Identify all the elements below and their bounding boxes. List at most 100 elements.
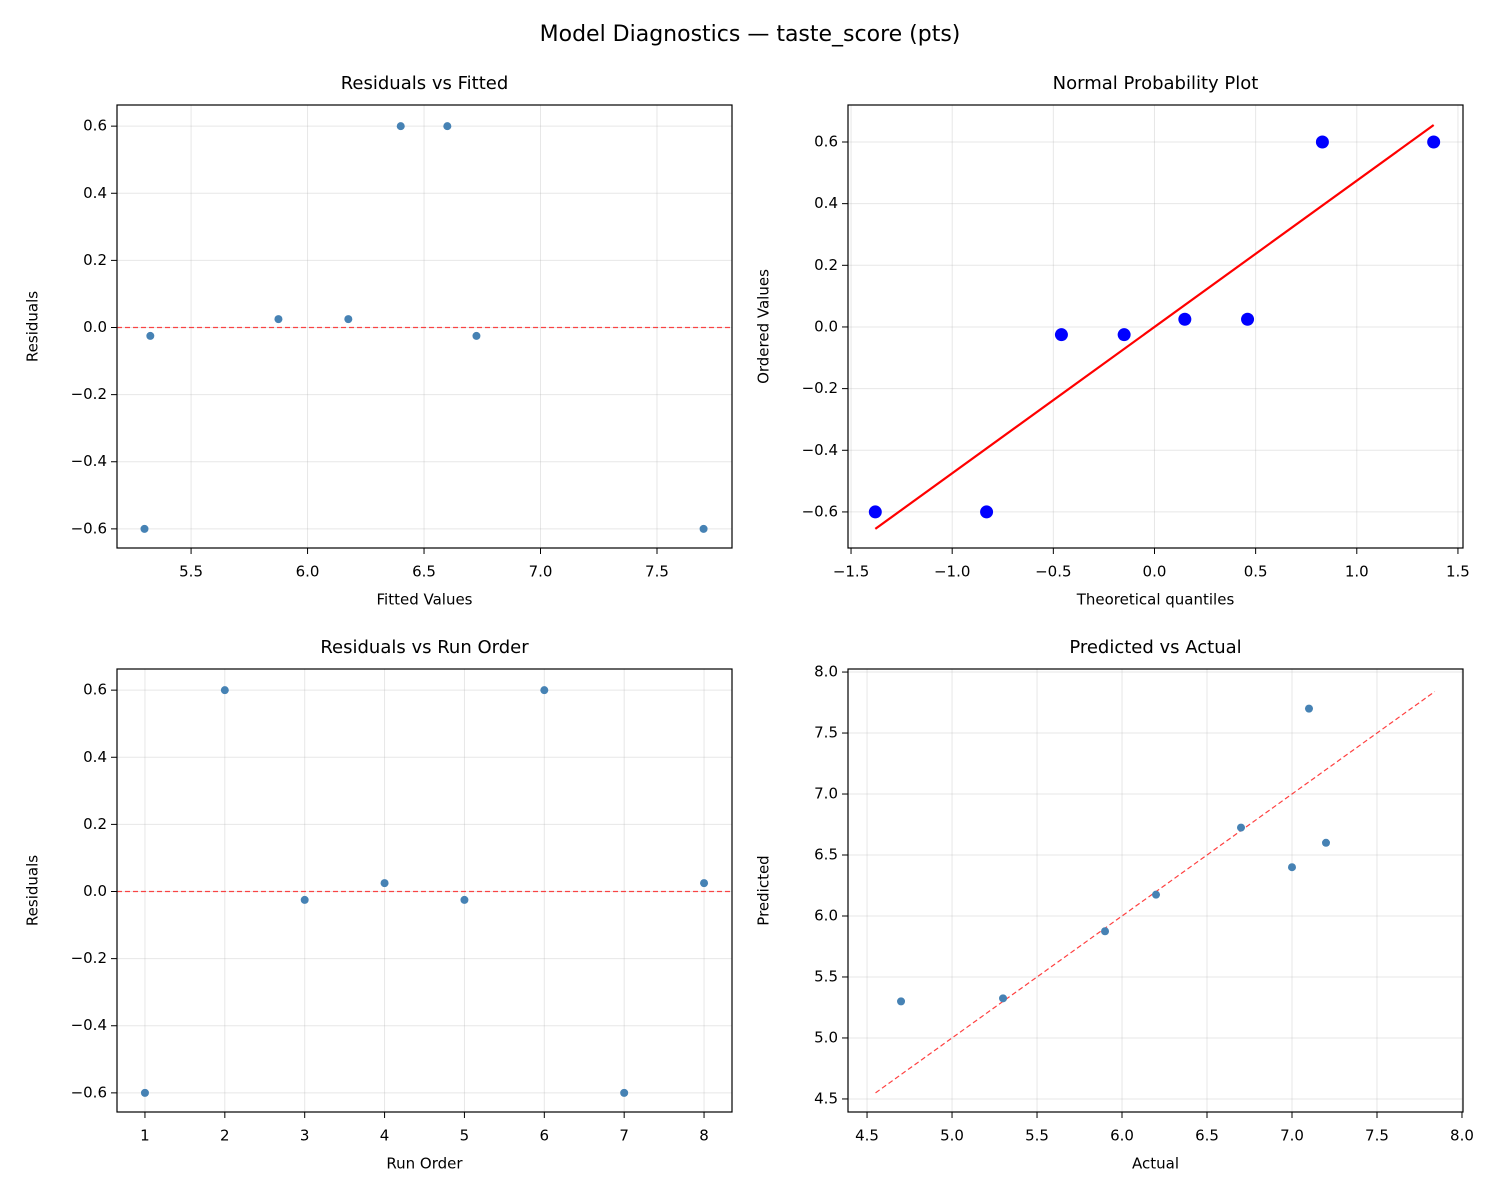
y-tick-label: −0.4 (71, 452, 107, 470)
point (460, 895, 469, 904)
plot-area (848, 669, 1463, 1112)
y-tick-label: −0.6 (802, 502, 838, 520)
subplot-title: Residuals vs Run Order (320, 637, 529, 658)
point (140, 524, 149, 533)
y-tick-label: −0.4 (71, 1016, 107, 1034)
y-tick-label: 0.0 (83, 882, 107, 900)
x-tick-label: −1.5 (833, 563, 869, 581)
x-tick-label: 0.0 (1143, 563, 1167, 581)
y-tick-label: 0.2 (83, 815, 107, 833)
point (999, 994, 1008, 1003)
x-tick-label: 1 (140, 1127, 150, 1145)
plot-area (848, 105, 1463, 548)
point (1101, 927, 1110, 936)
y-tick-label: 6.0 (814, 906, 838, 924)
x-tick-label: 0.5 (1244, 563, 1268, 581)
point (1321, 838, 1330, 847)
y-tick-label: 4.5 (814, 1089, 838, 1107)
y-tick-label: −0.2 (802, 379, 838, 397)
x-tick-label: 6.5 (412, 563, 436, 581)
point (140, 1088, 149, 1097)
x-tick-label: −1.0 (934, 563, 970, 581)
y-axis-label: Residuals (24, 855, 42, 926)
x-axis-label: Run Order (386, 1155, 463, 1173)
subplot-title: Normal Probability Plot (1053, 73, 1259, 94)
subplot-title: Predicted vs Actual (1069, 637, 1241, 658)
point (472, 331, 481, 340)
figure-title: Model Diagnostics — taste_score (pts) (540, 22, 961, 47)
point (620, 1088, 629, 1097)
point (1152, 890, 1161, 899)
point (1315, 135, 1329, 149)
x-tick-label: 1.0 (1345, 563, 1369, 581)
y-tick-label: 0.6 (83, 117, 107, 135)
point (897, 997, 906, 1006)
x-tick-label: 7.0 (529, 563, 553, 581)
y-tick-label: 7.0 (814, 785, 838, 803)
x-tick-label: −0.5 (1035, 563, 1071, 581)
x-tick-label: 4 (380, 1127, 390, 1145)
axes-frame (116, 668, 733, 1113)
point (1304, 704, 1313, 713)
x-tick-label: 4.5 (855, 1127, 879, 1145)
x-tick-label: 7.0 (1280, 1127, 1304, 1145)
x-tick-label: 7.5 (645, 563, 669, 581)
point (1054, 328, 1068, 342)
axes-frame (847, 668, 1464, 1113)
point (443, 122, 452, 131)
y-tick-label: 0.2 (814, 256, 838, 274)
x-tick-label: 5.5 (1025, 1127, 1049, 1145)
point (699, 524, 708, 533)
point (1237, 823, 1246, 832)
point (396, 122, 405, 131)
y-tick-label: 0.4 (83, 748, 107, 766)
x-tick-label: 2 (220, 1127, 230, 1145)
y-tick-label: −0.6 (71, 519, 107, 537)
x-tick-label: 7.5 (1365, 1127, 1389, 1145)
axes-frame (847, 104, 1464, 549)
y-tick-label: 0.0 (814, 317, 838, 335)
x-axis-label: Fitted Values (377, 591, 473, 609)
axes-frame (116, 104, 733, 549)
plot-area (117, 105, 732, 548)
x-tick-label: 8 (699, 1127, 709, 1145)
y-axis-label: Residuals (24, 291, 42, 362)
y-tick-label: −0.6 (71, 1083, 107, 1101)
point (300, 895, 309, 904)
y-tick-label: 8.0 (814, 663, 838, 681)
x-tick-label: 1.5 (1446, 563, 1470, 581)
y-tick-label: −0.2 (71, 949, 107, 967)
subplot: Predicted vs Actual Actual Predicted 4.5 5.0… (755, 637, 1474, 1173)
point (700, 879, 709, 888)
y-tick-label: 0.6 (814, 132, 838, 150)
point (868, 505, 882, 519)
x-axis-label: Theoretical quantiles (1076, 591, 1235, 609)
point (380, 879, 389, 888)
fit-line (874, 124, 1435, 530)
point (344, 315, 353, 324)
x-tick-label: 5.0 (940, 1127, 964, 1145)
subplot: Residuals vs Fitted Fitted Values Residual… (24, 73, 733, 609)
x-tick-label: 8.0 (1450, 1127, 1474, 1145)
y-tick-label: 0.4 (83, 184, 107, 202)
x-tick-label: 7 (619, 1127, 629, 1145)
point (1287, 863, 1296, 872)
y-tick-label: 7.5 (814, 724, 838, 742)
x-tick-label: 5 (460, 1127, 470, 1145)
x-tick-label: 6 (540, 1127, 550, 1145)
y-tick-label: 5.0 (814, 1028, 838, 1046)
x-tick-label: 5.5 (179, 563, 203, 581)
y-tick-label: 0.0 (83, 318, 107, 336)
x-axis-label: Actual (1132, 1155, 1179, 1173)
point (980, 505, 994, 519)
point (1117, 328, 1131, 342)
y-axis-label: Ordered Values (755, 269, 773, 384)
plot-area (117, 669, 732, 1112)
point (274, 315, 283, 324)
x-tick-label: 6.5 (1195, 1127, 1219, 1145)
point (1178, 312, 1192, 326)
y-tick-label: 0.6 (83, 681, 107, 699)
y-tick-label: 5.5 (814, 967, 838, 985)
